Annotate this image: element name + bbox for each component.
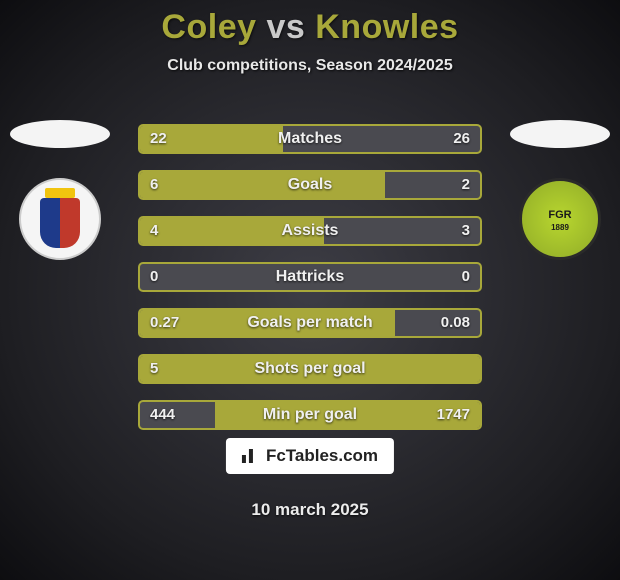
stat-label: Matches [140,126,480,152]
stat-label: Goals [140,172,480,198]
stat-row: 43Assists [138,216,482,246]
stat-label: Hattricks [140,264,480,290]
stat-label: Assists [140,218,480,244]
stat-row: 62Goals [138,170,482,200]
team-crest-forest-green [519,178,601,260]
stat-row: 2226Matches [138,124,482,154]
stat-label: Shots per goal [140,356,480,382]
stat-row: 4441747Min per goal [138,400,482,430]
player1-photo-placeholder [10,120,110,148]
player2-photo-placeholder [510,120,610,148]
subtitle: Club competitions, Season 2024/2025 [0,57,620,75]
comparison-card: Coley vs Knowles Club competitions, Seas… [0,0,620,580]
stat-label: Min per goal [140,402,480,428]
left-team-column [0,120,120,260]
chart-icon [242,449,260,463]
stats-bars: 2226Matches 62Goals 43Assists 00Hattricks 0.… [138,124,482,446]
stat-row: 0.270.08Goals per match [138,308,482,338]
brand-badge: FcTables.com [226,438,394,474]
footer-date: 10 march 2025 [0,500,620,520]
stat-row: 5Shots per goal [138,354,482,384]
brand-text: FcTables.com [266,446,378,466]
player1-name: Coley [161,8,256,46]
player2-name: Knowles [315,8,458,46]
page-title: Coley vs Knowles [0,0,620,47]
stat-label: Goals per match [140,310,480,336]
vs-text: vs [266,8,305,46]
team-crest-sutton [19,178,101,260]
right-team-column [500,120,620,260]
stat-row: 00Hattricks [138,262,482,292]
